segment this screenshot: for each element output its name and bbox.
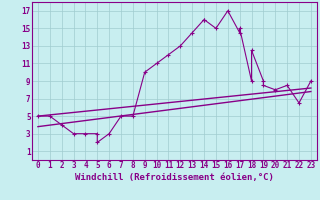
X-axis label: Windchill (Refroidissement éolien,°C): Windchill (Refroidissement éolien,°C) [75,173,274,182]
